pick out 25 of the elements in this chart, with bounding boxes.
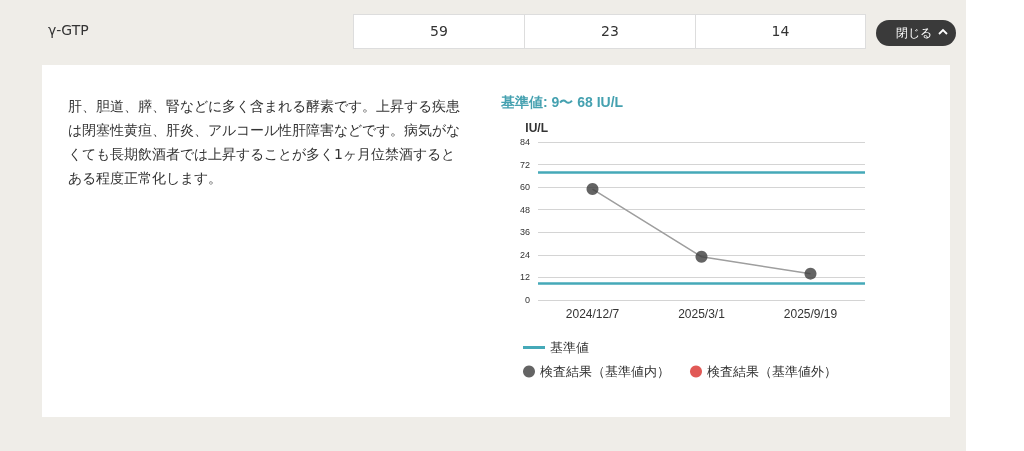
text: γ-GTP: [48, 22, 89, 38]
y-tick-label: 0: [524, 295, 530, 305]
point: [586, 183, 599, 196]
text: 肝、胆道、膵、腎などに多く含まれる酵素です。上昇する疾患は閉塞性黄疸、肝炎、アルコール性肝障害などです。病気がなくても長期飲酒者では上昇することが多く1ヶ月位禁酒するとある程度正常化します。: [68, 97, 460, 188]
text: 23: [524, 14, 696, 49]
y-axis-title: IU/L: [525, 121, 548, 135]
point: [804, 267, 817, 280]
y-tick-label: 12: [519, 272, 530, 283]
x-tick-label: 2025/3/1: [678, 307, 726, 321]
x-tick-label: 2025/9/19: [783, 307, 838, 321]
y-tick-label: 60: [519, 182, 530, 193]
legend-label: 基準値: [550, 340, 589, 355]
text: 59: [353, 14, 525, 49]
legend-label: 検査結果（基準値外）: [707, 364, 837, 379]
y-tick-label: 48: [519, 204, 530, 215]
x-tick-label: 2024/12/7: [565, 307, 620, 321]
point: [695, 250, 708, 263]
y-tick-label: 84: [519, 137, 530, 147]
y-tick-label: 72: [519, 159, 530, 170]
text: 閉じる: [876, 20, 956, 46]
legend-label: 検査結果（基準値内）: [540, 364, 670, 379]
y-tick-label: 36: [519, 227, 530, 238]
y-tick-label: 24: [519, 249, 530, 260]
text: 14: [695, 14, 866, 49]
chart-title: 基準値: 9〜 68 IU/L: [500, 94, 624, 110]
